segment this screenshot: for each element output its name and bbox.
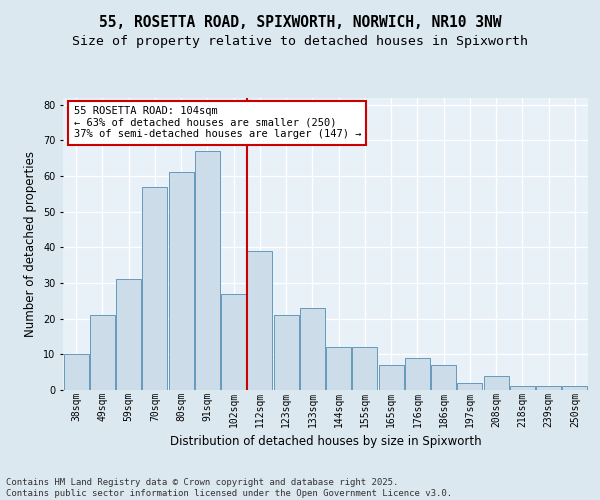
Bar: [274, 315, 299, 390]
Bar: [326, 347, 351, 390]
X-axis label: Distribution of detached houses by size in Spixworth: Distribution of detached houses by size …: [170, 435, 481, 448]
Bar: [352, 347, 377, 390]
Bar: [90, 315, 115, 390]
Bar: [142, 186, 167, 390]
Bar: [64, 354, 89, 390]
Bar: [536, 386, 561, 390]
Text: 55, ROSETTA ROAD, SPIXWORTH, NORWICH, NR10 3NW: 55, ROSETTA ROAD, SPIXWORTH, NORWICH, NR…: [99, 15, 501, 30]
Bar: [379, 365, 404, 390]
Text: Contains HM Land Registry data © Crown copyright and database right 2025.
Contai: Contains HM Land Registry data © Crown c…: [6, 478, 452, 498]
Bar: [431, 365, 456, 390]
Bar: [405, 358, 430, 390]
Bar: [221, 294, 246, 390]
Bar: [247, 251, 272, 390]
Y-axis label: Number of detached properties: Number of detached properties: [25, 151, 37, 337]
Bar: [195, 151, 220, 390]
Bar: [300, 308, 325, 390]
Bar: [510, 386, 535, 390]
Bar: [484, 376, 509, 390]
Bar: [169, 172, 194, 390]
Bar: [116, 280, 141, 390]
Bar: [562, 386, 587, 390]
Bar: [457, 383, 482, 390]
Text: Size of property relative to detached houses in Spixworth: Size of property relative to detached ho…: [72, 34, 528, 48]
Text: 55 ROSETTA ROAD: 104sqm
← 63% of detached houses are smaller (250)
37% of semi-d: 55 ROSETTA ROAD: 104sqm ← 63% of detache…: [74, 106, 361, 140]
